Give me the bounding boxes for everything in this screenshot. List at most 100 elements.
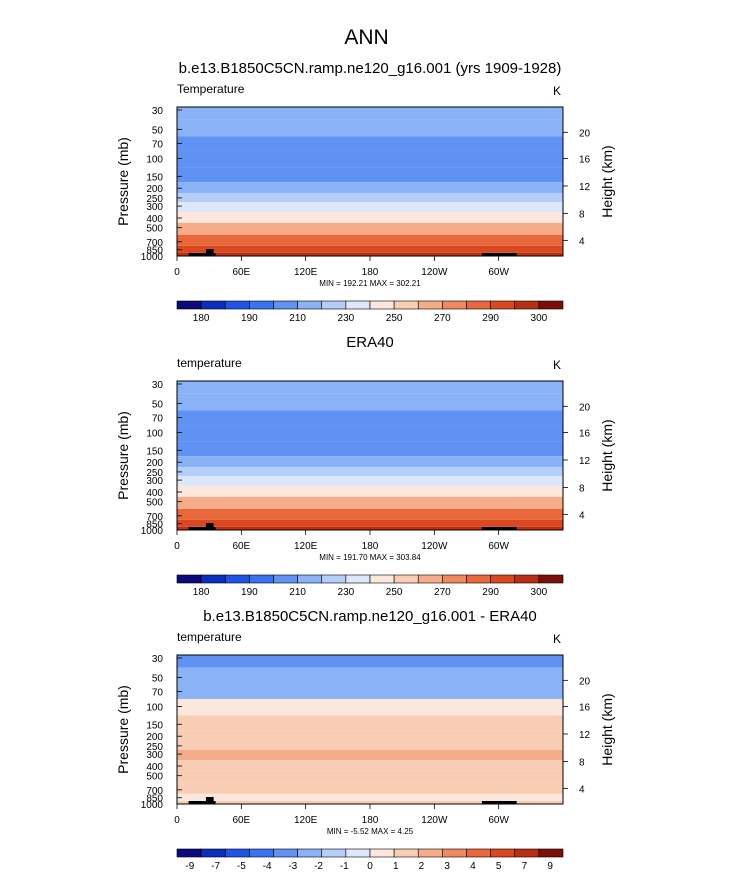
colorbar-swatch xyxy=(514,574,540,584)
y-tick-label: 150 xyxy=(146,172,163,183)
colorbar-swatch xyxy=(369,300,395,310)
x-tick-label: 0 xyxy=(174,815,180,826)
field-band xyxy=(177,119,563,137)
colorbar-swatch xyxy=(393,574,419,584)
colorbar-swatch xyxy=(466,574,491,584)
y-tick-label: 100 xyxy=(146,702,163,713)
field-band xyxy=(177,410,563,425)
y-tick-label: 1000 xyxy=(141,526,164,537)
y-tick-label: 850 xyxy=(146,794,163,805)
y-tick-label: 200 xyxy=(146,458,163,469)
colorbar-swatch xyxy=(417,300,443,310)
colorbar-label: 230 xyxy=(338,313,355,324)
y-tick-label: 100 xyxy=(146,154,163,165)
variable-label: Temperature xyxy=(177,82,245,96)
colorbar-label: 0 xyxy=(367,861,373,872)
field-band xyxy=(177,800,563,804)
colorbar-swatch xyxy=(273,848,298,858)
y-tick-label: 150 xyxy=(146,720,163,731)
y2-axis-title: Height (km) xyxy=(599,145,615,217)
y2-tick-label: 12 xyxy=(579,730,591,741)
y-tick-label: 70 xyxy=(152,688,164,699)
y-tick-label: 400 xyxy=(146,488,163,499)
y2-tick-label: 16 xyxy=(579,702,591,713)
colorbar-label: 2 xyxy=(419,861,425,872)
field-band xyxy=(177,749,563,761)
x-tick-label: 120E xyxy=(294,815,318,826)
x-tick-label: 180 xyxy=(362,815,379,826)
y2-tick-label: 8 xyxy=(579,484,585,495)
colorbar-label: 180 xyxy=(193,313,210,324)
y-tick-label: 500 xyxy=(146,224,163,235)
y2-tick-label: 8 xyxy=(579,758,585,769)
y-tick-label: 300 xyxy=(146,476,163,487)
y-axis-title: Pressure (mb) xyxy=(115,685,131,774)
colorbar-swatch xyxy=(321,848,347,858)
y2-tick-label: 8 xyxy=(579,210,585,221)
y-tick-label: 300 xyxy=(146,750,163,761)
y-tick-label: 200 xyxy=(146,184,163,195)
field-band xyxy=(177,496,563,509)
y-tick-label: 500 xyxy=(146,772,163,783)
x-tick-label: 120E xyxy=(294,267,318,278)
topography-mask xyxy=(188,527,216,530)
field-band xyxy=(177,424,563,442)
x-tick-label: 180 xyxy=(362,541,379,552)
x-tick-label: 120W xyxy=(421,267,448,278)
colorbar-swatch xyxy=(490,300,516,310)
units-label: K xyxy=(553,358,561,372)
colorbar-swatch xyxy=(369,574,395,584)
field-band xyxy=(177,782,563,794)
colorbar-swatch xyxy=(297,574,323,584)
colorbar-swatch xyxy=(538,574,564,584)
field-band xyxy=(177,136,563,151)
colorbar-swatch xyxy=(176,574,202,584)
y2-tick-label: 20 xyxy=(579,402,591,413)
x-tick-label: 120W xyxy=(421,541,448,552)
colorbar-label: -5 xyxy=(237,861,246,872)
y-tick-label: 50 xyxy=(152,673,164,684)
field-band xyxy=(177,684,563,699)
y-tick-label: 30 xyxy=(152,654,164,665)
colorbar-swatch xyxy=(321,300,347,310)
y-tick-label: 50 xyxy=(152,125,164,136)
colorbar-label: 300 xyxy=(531,587,548,598)
colorbar-swatch xyxy=(393,300,419,310)
field-band xyxy=(177,441,563,457)
x-tick-label: 120E xyxy=(294,541,318,552)
colorbar-label: 250 xyxy=(386,587,403,598)
field-band xyxy=(177,793,563,801)
colorbar-swatch xyxy=(249,300,274,310)
topography-mask xyxy=(481,527,517,530)
topography-mask xyxy=(481,253,517,256)
panels-container: b.e13.B1850C5CN.ramp.ne120_g16.001 (yrs … xyxy=(115,60,615,872)
field-band xyxy=(177,715,563,731)
y-tick-label: 1000 xyxy=(141,252,164,263)
colorbar-label: 180 xyxy=(193,587,210,598)
x-tick-label: 180 xyxy=(362,267,379,278)
field-band xyxy=(177,741,563,750)
colorbar-label: 210 xyxy=(289,587,306,598)
stats-label: MIN = 191.70 MAX = 303.84 xyxy=(319,553,421,562)
panel-title: b.e13.B1850C5CN.ramp.ne120_g16.001 - ERA… xyxy=(203,608,537,625)
colorbar-swatch xyxy=(442,848,467,858)
colorbar-swatch xyxy=(297,848,323,858)
colorbar-label: 250 xyxy=(386,313,403,324)
panel-title: b.e13.B1850C5CN.ramp.ne120_g16.001 (yrs … xyxy=(179,60,562,77)
colorbar-swatch xyxy=(417,848,443,858)
y-tick-label: 30 xyxy=(152,106,164,117)
colorbar-label: 190 xyxy=(241,313,258,324)
colorbar-label: -7 xyxy=(211,861,220,872)
colorbar-label: -9 xyxy=(185,861,194,872)
stats-label: MIN = 192.21 MAX = 302.21 xyxy=(319,279,421,288)
y-tick-label: 30 xyxy=(152,380,164,391)
field-band xyxy=(177,201,563,213)
field-band xyxy=(177,760,563,771)
field-band xyxy=(177,508,563,520)
colorbar-label: 210 xyxy=(289,313,306,324)
x-tick-label: 60W xyxy=(488,815,509,826)
colorbar-swatch xyxy=(200,574,226,584)
x-tick-label: 60E xyxy=(232,267,250,278)
colorbar-swatch xyxy=(538,848,564,858)
